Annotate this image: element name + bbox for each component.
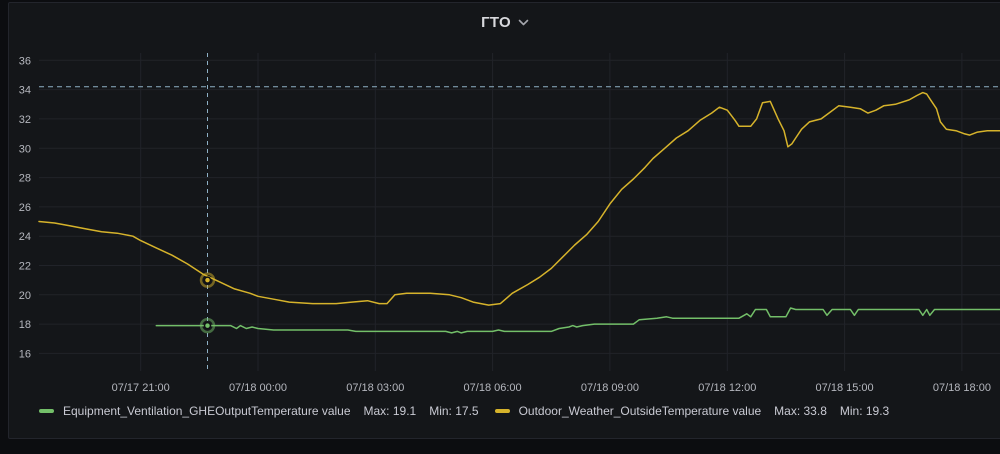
legend-max-value: Max: 33.8 bbox=[774, 404, 827, 418]
panel-title-text: ГТО bbox=[481, 13, 511, 31]
x-tick-label: 07/18 03:00 bbox=[346, 382, 404, 394]
x-tick-label: 07/18 09:00 bbox=[581, 382, 639, 394]
legend-item-outdoor-weather[interactable]: Outdoor_Weather_OutsideTemperature value… bbox=[494, 404, 890, 418]
series-color-swatch-yellow bbox=[494, 409, 510, 413]
y-tick-label: 20 bbox=[19, 290, 31, 302]
series-color-swatch-green bbox=[39, 409, 54, 413]
legend-min-value: Min: 19.3 bbox=[839, 404, 890, 418]
y-tick-label: 34 bbox=[19, 85, 31, 97]
y-tick-label: 18 bbox=[19, 319, 31, 331]
y-tick-label: 26 bbox=[19, 202, 31, 214]
y-tick-label: 24 bbox=[19, 231, 31, 243]
y-tick-label: 32 bbox=[19, 114, 31, 126]
legend-min-value: Min: 17.5 bbox=[429, 404, 479, 418]
x-tick-label: 07/17 21:00 bbox=[112, 382, 170, 394]
hover-point bbox=[203, 276, 212, 284]
hover-point-ring bbox=[199, 317, 216, 334]
y-tick-label: 30 bbox=[19, 143, 31, 155]
legend-max-value: Max: 19.1 bbox=[363, 404, 417, 418]
x-tick-label: 07/18 06:00 bbox=[464, 382, 522, 394]
legend-series-label: Outdoor_Weather_OutsideTemperature value bbox=[518, 404, 762, 418]
hover-point-ring bbox=[199, 272, 216, 288]
x-tick-label: 07/18 00:00 bbox=[229, 382, 287, 394]
y-tick-label: 16 bbox=[19, 348, 31, 360]
legend: Equipment_Ventilation_GHEOutputTemperatu… bbox=[39, 404, 889, 418]
panel-header: ГТО bbox=[9, 3, 1000, 41]
x-tick-label: 07/18 12:00 bbox=[698, 382, 756, 394]
y-tick-label: 22 bbox=[19, 261, 31, 273]
panel-title[interactable]: ГТО bbox=[481, 14, 529, 31]
grafana-panel: ГТО 16 18 20 22 24 26 28 30 32 34 36 07/17 21:00 07/… bbox=[8, 2, 1000, 439]
y-tick-label: 28 bbox=[19, 173, 31, 185]
y-tick-label: 36 bbox=[19, 55, 31, 67]
hover-point bbox=[203, 321, 212, 330]
series-line-1 bbox=[38, 91, 1000, 306]
series-line-0 bbox=[155, 307, 1000, 334]
legend-series-label: Equipment_Ventilation_GHEOutputTemperatu… bbox=[63, 404, 351, 418]
x-tick-label: 07/18 15:00 bbox=[816, 382, 874, 394]
chevron-down-icon bbox=[518, 19, 529, 26]
legend-item-equipment-ventilation[interactable]: Equipment_Ventilation_GHEOutputTemperatu… bbox=[39, 404, 479, 418]
x-tick-label: 07/18 18:00 bbox=[933, 382, 991, 394]
chart-area: 16 18 20 22 24 26 28 30 32 34 36 07/17 21:00 07/18 0… bbox=[9, 45, 1000, 401]
time-series-chart[interactable]: 16 18 20 22 24 26 28 30 32 34 36 07/17 21:00 07/18 0… bbox=[9, 45, 1000, 401]
